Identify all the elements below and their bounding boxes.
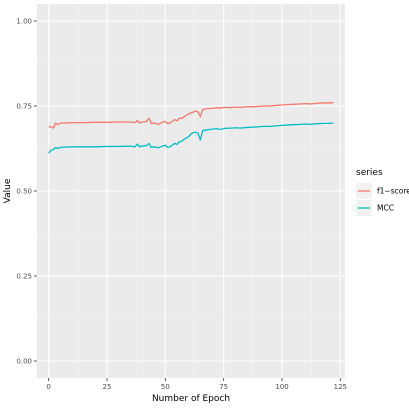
series-line-f1-score (48, 101, 334, 129)
x-tick-label: 100 (275, 383, 288, 391)
series-line-mcc (48, 122, 334, 154)
legend: series f1−score MCC (356, 168, 409, 216)
x-tick-label: 125 (334, 383, 347, 391)
y-tick-label: 0.50 (16, 188, 32, 196)
legend-label: f1−score (377, 187, 409, 196)
y-tick-label: 0.25 (16, 273, 32, 281)
y-tick-label: 0.75 (16, 103, 32, 111)
y-tick-label: 1.00 (16, 18, 32, 26)
y-axis-title: Value (3, 178, 13, 203)
y-axis-ticks: 0.00 0.25 0.50 0.75 1.00 (16, 18, 37, 366)
series-lines (48, 101, 334, 154)
x-axis-ticks: 0 25 50 75 100 125 (46, 378, 347, 391)
x-tick-label: 25 (103, 383, 112, 391)
x-tick-label: 75 (219, 383, 228, 391)
major-gridlines (37, 4, 345, 378)
legend-label: MCC (377, 204, 394, 213)
legend-title: series (356, 168, 383, 178)
legend-entries: f1−score MCC (356, 183, 409, 216)
x-axis-title: Number of Epoch (152, 394, 230, 404)
x-tick-label: 0 (46, 383, 50, 391)
y-tick-label: 0.00 (16, 358, 32, 366)
x-tick-label: 50 (161, 383, 170, 391)
